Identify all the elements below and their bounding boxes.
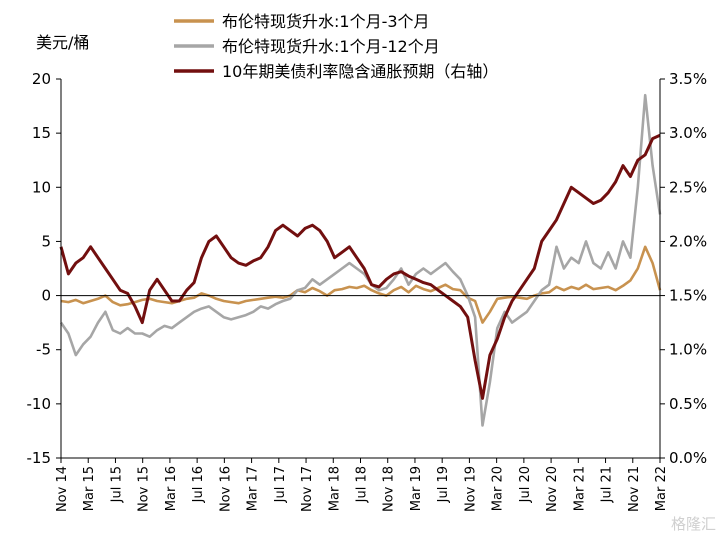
right-tick-label: 1.5% [669,287,707,305]
x-tick-label: Mar 17 [246,466,261,511]
right-tick-label: 0.0% [669,449,707,467]
right-tick-label: 3.5% [669,70,707,88]
series-line-3 [59,133,661,400]
left-tick-label: -5 [36,341,51,359]
series-line-1 [60,245,662,324]
legend-label-2: 布伦特现货升水:1个月-12个月 [222,37,440,56]
series-line-2 [59,93,662,427]
left-tick-label: -15 [27,449,52,467]
x-tick-label: Nov 20 [545,466,560,512]
right-tick-label: 3.0% [669,124,707,142]
x-tick-label: Mar 18 [327,466,342,511]
x-tick-label: Mar 15 [82,466,97,511]
x-tick-label: Nov 14 [55,466,70,512]
left-tick-label: 15 [32,124,51,142]
x-tick-label: Nov 18 [382,466,397,512]
x-tick-label: Jul 15 [109,466,124,503]
series-layer [59,93,662,427]
x-tick-label: Jul 18 [355,466,370,503]
x-tick-label: Nov 15 [137,466,152,512]
left-tick-label: 5 [41,232,51,250]
left-tick-label: -10 [27,395,52,413]
right-tick-label: 1.0% [669,341,707,359]
right-tick-label: 2.0% [669,232,707,250]
x-tick-label: Nov 16 [218,466,233,512]
x-tick-label: Jul 20 [518,466,533,503]
right-tick-label: 0.5% [669,395,707,413]
x-tick-label: Nov 19 [463,466,478,512]
legend-label-1: 布伦特现货升水:1个月-3个月 [222,12,430,31]
x-tick-label: Jul 17 [273,466,288,503]
legend-label-3: 10年期美债利率隐含通胀预期（右轴） [222,62,498,81]
x-tick-label: Mar 16 [164,466,179,511]
left-tick-label: 0 [41,287,51,305]
x-tick-label: Mar 21 [572,466,587,511]
x-tick-label: Nov 17 [300,466,315,512]
right-tick-label: 2.5% [669,178,707,196]
x-tick-label: Nov 21 [627,466,642,512]
x-tick-label: Jul 16 [191,466,206,503]
x-tick-label: Jul 19 [436,466,451,503]
left-tick-label: 20 [32,70,51,88]
x-tick-label: Mar 20 [491,466,506,511]
x-tick-label: Mar 19 [409,466,424,511]
x-tick-label: Jul 21 [600,466,615,503]
left-tick-label: 10 [32,178,51,196]
axes-layer: -15 -10 -5 0 5 10 15 20 0.0% 0.5% 1.0% 1.5% 2.0% 2.5%… [27,70,708,512]
x-tick-label: Mar 22 [654,466,669,511]
left-axis-unit-label: 美元/桶 [36,33,89,52]
watermark-logo: 格隆汇 [670,515,716,533]
